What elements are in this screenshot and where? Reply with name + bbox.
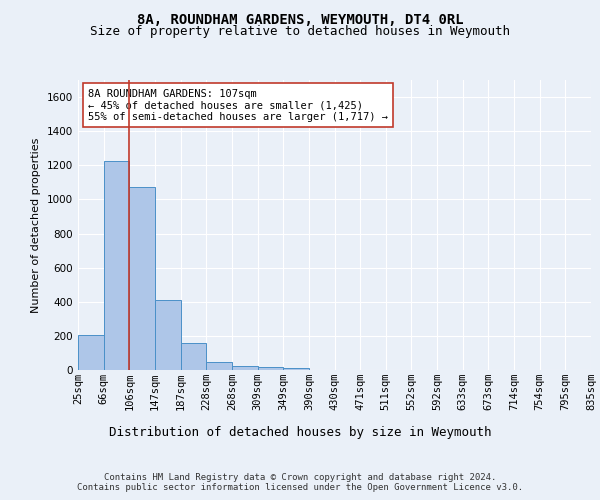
Text: Distribution of detached houses by size in Weymouth: Distribution of detached houses by size …: [109, 426, 491, 439]
Bar: [257, 368, 283, 370]
Text: Size of property relative to detached houses in Weymouth: Size of property relative to detached ho…: [90, 25, 510, 38]
Bar: [155, 300, 181, 370]
Bar: [130, 186, 155, 370]
Y-axis label: Number of detached properties: Number of detached properties: [31, 138, 41, 312]
Text: 8A ROUNDHAM GARDENS: 107sqm
← 45% of detached houses are smaller (1,425)
55% of : 8A ROUNDHAM GARDENS: 107sqm ← 45% of det…: [88, 88, 388, 122]
Bar: [232, 366, 257, 370]
Bar: [283, 368, 309, 370]
Bar: [206, 362, 232, 370]
Text: Contains HM Land Registry data © Crown copyright and database right 2024.
Contai: Contains HM Land Registry data © Crown c…: [77, 473, 523, 492]
Bar: [181, 342, 206, 370]
Bar: [104, 161, 130, 370]
Bar: [78, 335, 104, 370]
Text: 8A, ROUNDHAM GARDENS, WEYMOUTH, DT4 0RL: 8A, ROUNDHAM GARDENS, WEYMOUTH, DT4 0RL: [137, 12, 463, 26]
